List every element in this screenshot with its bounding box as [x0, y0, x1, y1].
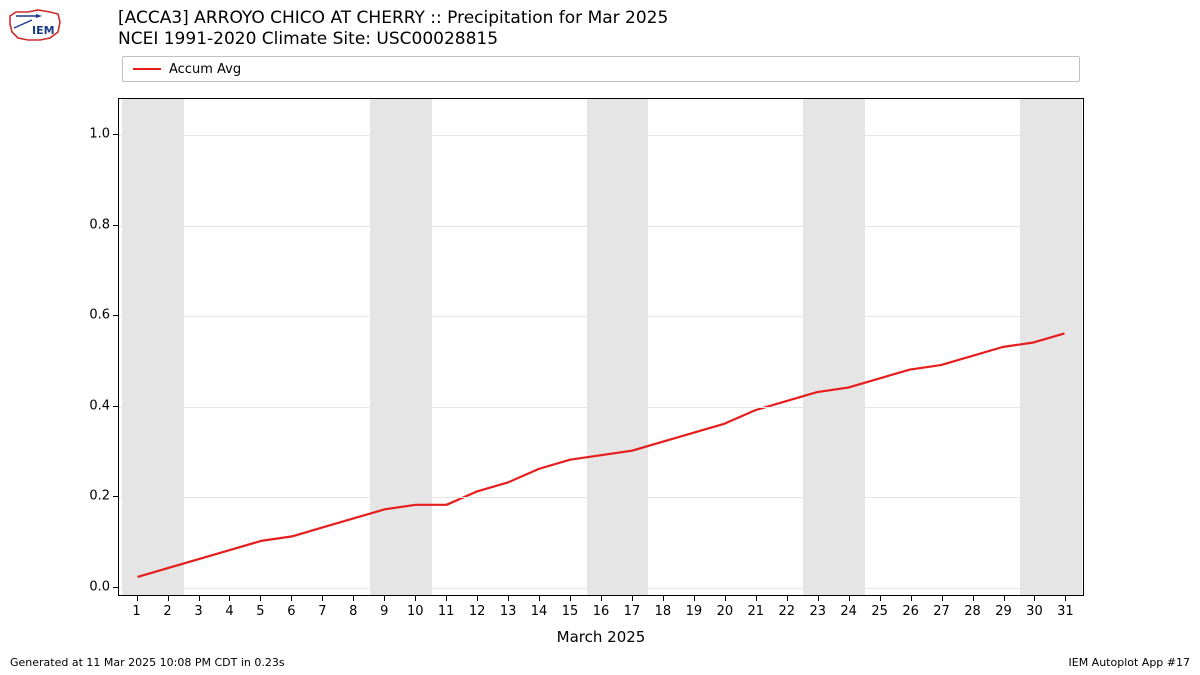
- xtick-mark: [849, 596, 850, 601]
- xtick-label: 8: [349, 604, 357, 619]
- xtick-label: 2: [163, 604, 171, 619]
- xtick-mark: [942, 596, 943, 601]
- ytick-label: 0.2: [70, 489, 110, 504]
- xtick-mark: [756, 596, 757, 601]
- gridline: [119, 226, 1083, 227]
- xtick-label: 10: [407, 604, 424, 619]
- xtick-label: 20: [717, 604, 734, 619]
- xtick-label: 28: [964, 604, 981, 619]
- ytick-mark: [113, 496, 118, 497]
- line-series: [119, 99, 1083, 595]
- title-line1: [ACCA3] ARROYO CHICO AT CHERRY :: Precip…: [118, 8, 668, 29]
- xtick-label: 12: [469, 604, 486, 619]
- xtick-label: 31: [1057, 604, 1074, 619]
- gridline: [119, 588, 1083, 589]
- xtick-label: 18: [655, 604, 672, 619]
- xtick-mark: [1034, 596, 1035, 601]
- xtick-label: 13: [500, 604, 517, 619]
- svg-text:IEM: IEM: [32, 24, 55, 37]
- xtick-mark: [477, 596, 478, 601]
- xtick-mark: [1065, 596, 1066, 601]
- legend-label: Accum Avg: [169, 62, 241, 77]
- xtick-mark: [601, 596, 602, 601]
- xtick-mark: [1004, 596, 1005, 601]
- xtick-label: 3: [194, 604, 202, 619]
- gridline: [119, 135, 1083, 136]
- xtick-label: 22: [778, 604, 795, 619]
- ytick-label: 1.0: [70, 127, 110, 142]
- xtick-mark: [787, 596, 788, 601]
- chart-title: [ACCA3] ARROYO CHICO AT CHERRY :: Precip…: [118, 8, 668, 51]
- xtick-mark: [137, 596, 138, 601]
- gridline: [119, 407, 1083, 408]
- xtick-label: 6: [287, 604, 295, 619]
- xtick-label: 26: [902, 604, 919, 619]
- legend: Accum Avg: [122, 56, 1080, 82]
- xtick-mark: [384, 596, 385, 601]
- xtick-mark: [911, 596, 912, 601]
- ytick-label: 0.4: [70, 398, 110, 413]
- xtick-label: 14: [531, 604, 548, 619]
- xtick-mark: [663, 596, 664, 601]
- ytick-label: 0.6: [70, 308, 110, 323]
- xtick-mark: [725, 596, 726, 601]
- xtick-mark: [632, 596, 633, 601]
- ytick-mark: [113, 315, 118, 316]
- xtick-label: 7: [318, 604, 326, 619]
- xtick-label: 23: [809, 604, 826, 619]
- xtick-mark: [168, 596, 169, 601]
- iem-logo: IEM: [6, 6, 64, 44]
- xtick-mark: [818, 596, 819, 601]
- xtick-label: 15: [562, 604, 579, 619]
- xtick-mark: [694, 596, 695, 601]
- xtick-mark: [880, 596, 881, 601]
- xtick-label: 9: [380, 604, 388, 619]
- xtick-label: 25: [871, 604, 888, 619]
- xtick-mark: [199, 596, 200, 601]
- ytick-mark: [113, 587, 118, 588]
- xtick-label: 1: [132, 604, 140, 619]
- xtick-mark: [446, 596, 447, 601]
- ytick-label: 0.0: [70, 579, 110, 594]
- gridline: [119, 316, 1083, 317]
- xtick-label: 29: [995, 604, 1012, 619]
- xtick-label: 5: [256, 604, 264, 619]
- xtick-label: 30: [1026, 604, 1043, 619]
- xtick-label: 16: [593, 604, 610, 619]
- xtick-mark: [291, 596, 292, 601]
- xtick-mark: [570, 596, 571, 601]
- footer-app: IEM Autoplot App #17: [1069, 656, 1191, 669]
- xtick-label: 19: [686, 604, 703, 619]
- xtick-mark: [229, 596, 230, 601]
- xtick-mark: [508, 596, 509, 601]
- xtick-mark: [973, 596, 974, 601]
- xtick-mark: [415, 596, 416, 601]
- ytick-label: 0.8: [70, 217, 110, 232]
- xtick-mark: [260, 596, 261, 601]
- xtick-label: 4: [225, 604, 233, 619]
- footer-generated: Generated at 11 Mar 2025 10:08 PM CDT in…: [10, 656, 285, 669]
- xtick-mark: [322, 596, 323, 601]
- accum-avg-line: [138, 333, 1065, 576]
- ytick-mark: [113, 406, 118, 407]
- title-line2: NCEI 1991-2020 Climate Site: USC00028815: [118, 29, 668, 50]
- x-axis-label: March 2025: [557, 628, 646, 646]
- ytick-mark: [113, 225, 118, 226]
- plot-area: [118, 98, 1084, 596]
- legend-swatch: [133, 68, 161, 70]
- xtick-label: 11: [438, 604, 455, 619]
- xtick-mark: [539, 596, 540, 601]
- ytick-mark: [113, 134, 118, 135]
- xtick-label: 27: [933, 604, 950, 619]
- xtick-label: 17: [624, 604, 641, 619]
- xtick-label: 24: [840, 604, 857, 619]
- plot-container: Precipitation [inch] March 2025 0.00.20.…: [118, 98, 1084, 596]
- xtick-label: 21: [748, 604, 765, 619]
- gridline: [119, 497, 1083, 498]
- xtick-mark: [353, 596, 354, 601]
